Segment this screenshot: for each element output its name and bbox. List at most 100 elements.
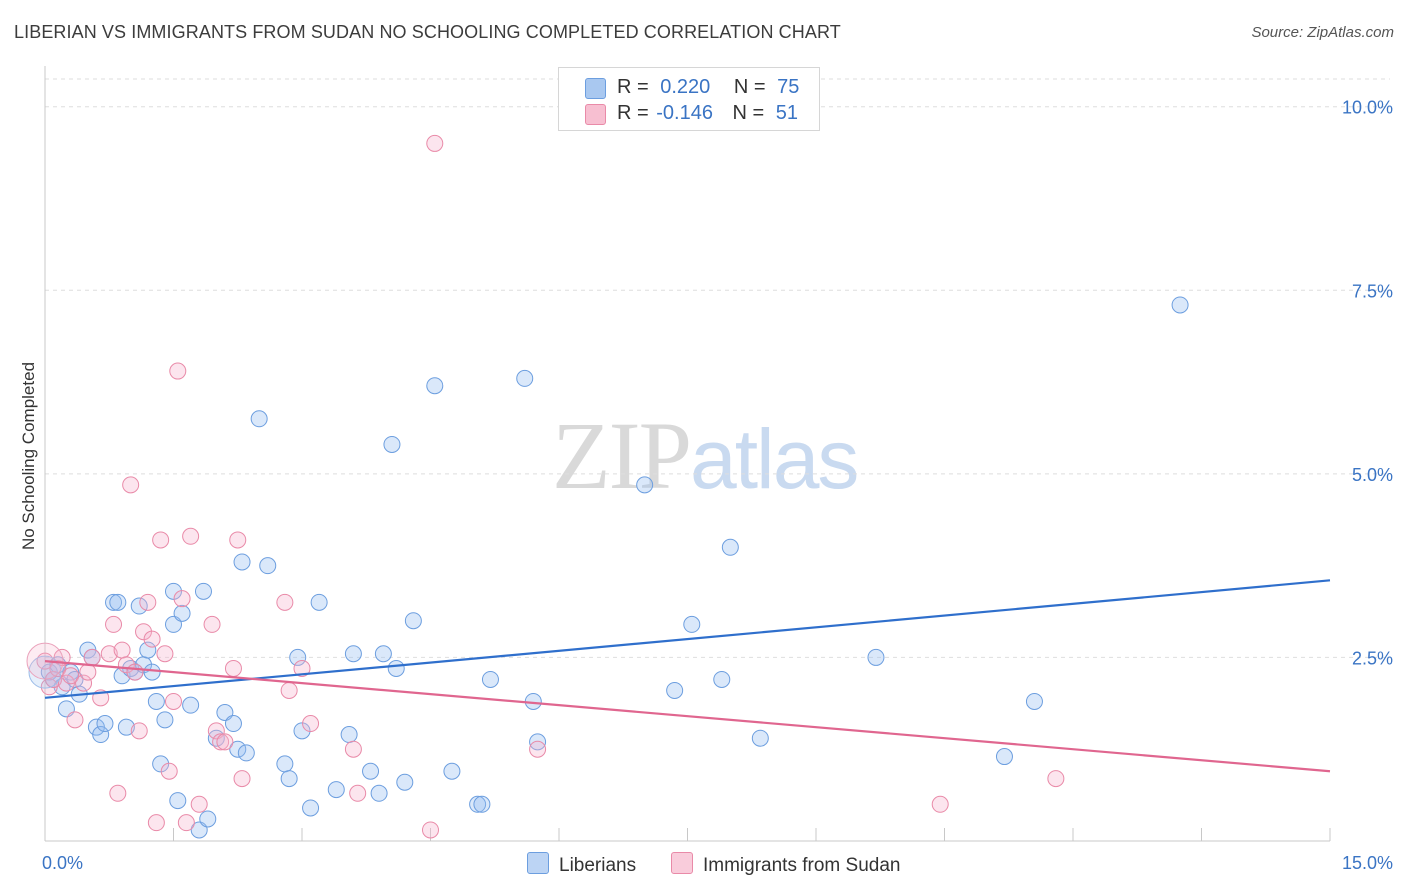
- sudan-point: [293, 659, 311, 677]
- sudan-point: [109, 784, 127, 802]
- sudan-point: [302, 715, 320, 733]
- liberian-point: [109, 593, 127, 611]
- sudan-point: [160, 762, 178, 780]
- sudan-point: [529, 740, 547, 758]
- liberian-point: [117, 718, 135, 736]
- liberian-point: [130, 597, 148, 615]
- liberian-point: [96, 715, 114, 733]
- x-tick-label: 15.0%: [1342, 853, 1393, 873]
- sudan-point: [224, 659, 242, 677]
- sudan-point: [422, 821, 439, 839]
- bottom-legend-label-sudan: Immigrants from Sudan: [703, 855, 901, 876]
- liberian-point: [751, 729, 769, 747]
- bottom-legend-swatch-liberians: [527, 852, 549, 874]
- watermark: ZIPatlas: [552, 400, 859, 511]
- sudan-point: [122, 476, 140, 494]
- liberian-point: [143, 663, 161, 681]
- sudan-point: [1047, 770, 1065, 788]
- liberian-point: [327, 781, 345, 799]
- sudan-point: [931, 795, 949, 813]
- sudan-point: [280, 681, 298, 699]
- liberian-point: [276, 755, 294, 773]
- sudan-point: [173, 590, 191, 608]
- liberian-point: [1025, 692, 1043, 710]
- sudan-point: [276, 593, 294, 611]
- liberian-point: [259, 557, 277, 575]
- liberian-point: [173, 604, 191, 622]
- liberian-point: [92, 726, 110, 744]
- liberian-point: [469, 795, 487, 813]
- liberian-point: [516, 369, 534, 387]
- liberian-cluster-point: [28, 655, 62, 689]
- sudan-point: [83, 648, 101, 666]
- sudan-point: [152, 531, 170, 549]
- x-tick-label: 0.0%: [42, 853, 83, 873]
- sudan-point: [135, 623, 153, 641]
- source-label: Source: ZipAtlas.com: [1251, 24, 1394, 41]
- liberian-point: [683, 615, 701, 633]
- liberian-point: [721, 538, 739, 556]
- liberian-point: [370, 784, 388, 802]
- sudan-trend-line: [44, 660, 1331, 773]
- sudan-point: [229, 531, 247, 549]
- liberian-point: [340, 726, 358, 744]
- liberian-point: [344, 645, 362, 663]
- y-tick-label: 10.0%: [1342, 98, 1393, 118]
- sudan-point: [233, 770, 251, 788]
- watermark-zip: ZIP: [552, 402, 692, 509]
- sudan-point: [169, 362, 187, 380]
- legend-swatch-liberians: [585, 78, 606, 99]
- liberian-point: [473, 795, 491, 813]
- liberian-point: [182, 696, 200, 714]
- sudan-point: [212, 733, 230, 751]
- liberian-trend-line: [44, 579, 1331, 699]
- liberian-point: [426, 377, 444, 395]
- liberian-point: [250, 410, 268, 428]
- liberian-point: [1171, 296, 1189, 314]
- sudan-point: [143, 630, 161, 648]
- y-tick-label: 5.0%: [1352, 465, 1393, 485]
- liberian-point: [165, 582, 182, 600]
- sudan-point: [147, 814, 165, 832]
- liberian-point: [237, 744, 255, 762]
- liberian-point: [713, 670, 731, 688]
- liberian-point: [152, 755, 170, 773]
- liberian-point: [194, 582, 212, 600]
- legend-n-value: 75: [777, 76, 800, 98]
- liberian-point: [302, 799, 320, 817]
- watermark-atlas: atlas: [690, 412, 859, 506]
- sudan-point: [426, 134, 444, 152]
- sudan-point: [113, 641, 131, 659]
- y-tick-label: 7.5%: [1352, 281, 1393, 301]
- liberian-point: [383, 435, 401, 453]
- sudan-point: [100, 645, 118, 663]
- liberian-point: [289, 648, 307, 666]
- sudan-point: [79, 663, 97, 681]
- liberian-point: [233, 553, 251, 571]
- legend-n-label: N =: [733, 76, 766, 98]
- legend-n-label: N =: [732, 102, 765, 124]
- sudan-point: [49, 659, 67, 677]
- legend-r-value: 0.220: [660, 76, 711, 98]
- liberian-point: [443, 762, 461, 780]
- sudan-point: [75, 674, 93, 692]
- liberian-point: [666, 681, 684, 699]
- bottom-legend-sudan: Immigrants from Sudan: [671, 852, 900, 877]
- liberian-point: [105, 593, 123, 611]
- sudan-point: [126, 663, 144, 681]
- correlation-legend: R = 0.220 N = 75 R = -0.146 N = 51: [558, 67, 820, 131]
- liberian-point: [867, 648, 885, 666]
- liberian-point: [139, 641, 157, 659]
- liberian-point: [229, 740, 247, 758]
- liberian-point: [293, 722, 311, 740]
- legend-r-label: R =: [617, 76, 649, 98]
- sudan-point: [139, 593, 157, 611]
- liberian-point: [199, 810, 217, 828]
- sudan-point: [216, 733, 234, 751]
- sudan-point: [165, 692, 182, 710]
- liberian-point: [280, 770, 298, 788]
- sudan-point: [130, 722, 148, 740]
- liberian-point: [995, 748, 1013, 766]
- liberian-point: [362, 762, 380, 780]
- liberian-point: [374, 645, 392, 663]
